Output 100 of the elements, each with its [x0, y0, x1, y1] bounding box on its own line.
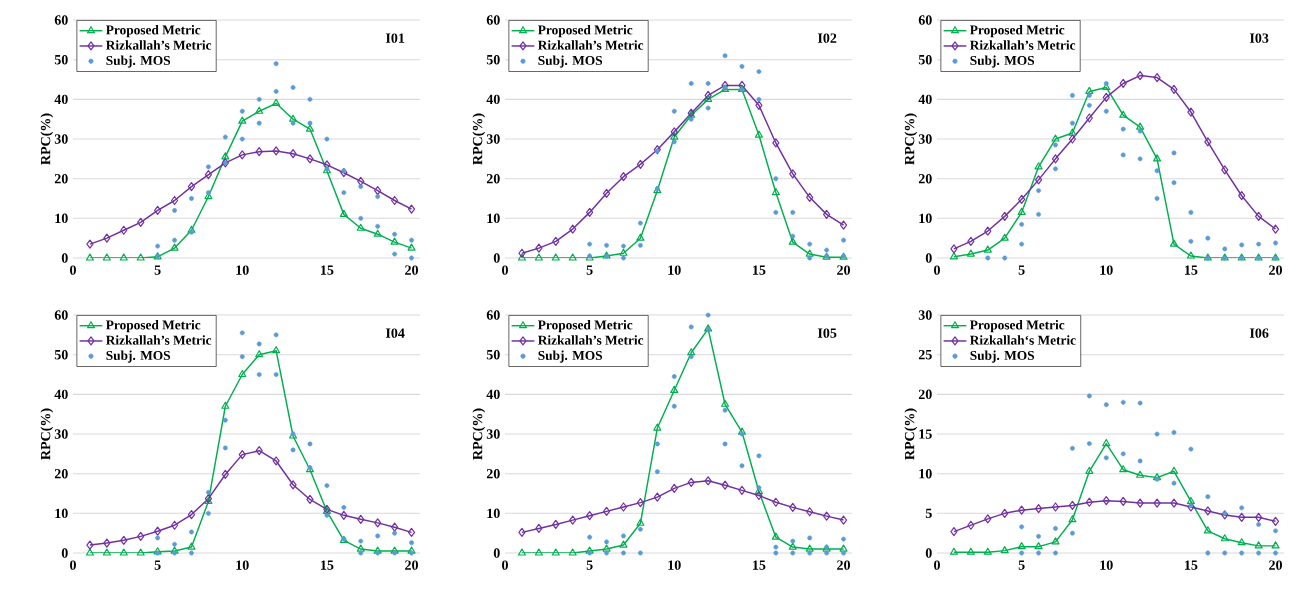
point: [256, 120, 262, 126]
point: [756, 96, 762, 102]
point: [807, 535, 813, 541]
point: [1222, 510, 1228, 516]
point: [170, 243, 179, 251]
point: [256, 341, 262, 347]
point: [788, 237, 797, 245]
y-tick-label: 0: [61, 548, 68, 558]
point: [1051, 134, 1060, 142]
point: [823, 209, 831, 219]
point: [1205, 550, 1211, 556]
point: [705, 105, 711, 111]
point: [1169, 466, 1179, 474]
point: [604, 242, 609, 248]
x-tick-label: 5: [1018, 560, 1025, 570]
point: [1171, 480, 1177, 486]
point: [806, 192, 814, 202]
point: [950, 244, 958, 254]
x-tick-label: 5: [154, 560, 161, 570]
point: [756, 69, 762, 74]
x-tick-label: 0: [502, 560, 508, 570]
point: [374, 185, 382, 196]
point: [222, 445, 228, 451]
text: I06: [1249, 328, 1269, 338]
point: [1222, 550, 1228, 556]
point: [654, 469, 660, 475]
point: [1188, 446, 1194, 452]
point: [517, 548, 526, 556]
legend-label: Rizkallah’s Metric: [106, 335, 212, 345]
point: [256, 96, 262, 102]
point: [172, 550, 177, 556]
point: [1019, 221, 1025, 227]
point: [984, 514, 992, 524]
point: [307, 96, 313, 102]
point: [307, 441, 313, 447]
point: [621, 550, 626, 556]
legend-label: Proposed Metric: [970, 25, 1065, 38]
point: [619, 248, 628, 256]
point: [773, 544, 779, 550]
point: [585, 546, 594, 554]
point: [375, 194, 381, 199]
point: [272, 456, 280, 466]
point: [1220, 534, 1229, 542]
y-tick-label: 0: [61, 253, 68, 263]
point: [1120, 451, 1126, 457]
point: [409, 550, 414, 556]
point: [587, 241, 593, 247]
point: [638, 550, 643, 556]
point: [1170, 84, 1178, 95]
point: [739, 64, 745, 69]
point: [772, 497, 780, 507]
point: [1102, 496, 1110, 506]
y-axis-title: RPC(%): [40, 408, 54, 460]
y-tick-label: 0: [493, 548, 500, 558]
x-tick-label: 15: [753, 560, 766, 570]
point: [950, 526, 958, 537]
point: [1154, 196, 1160, 201]
legend-label: Proposed Metric: [538, 320, 633, 333]
x-tick-label: 5: [586, 560, 593, 570]
point: [1273, 528, 1278, 534]
point: [1086, 102, 1092, 108]
point: [375, 223, 381, 229]
y-tick-label: 30: [918, 310, 932, 320]
point: [1137, 400, 1143, 406]
point: [239, 108, 245, 114]
point: [255, 350, 264, 358]
point: [273, 332, 279, 338]
point: [136, 253, 145, 261]
point: [390, 237, 399, 245]
point: [1137, 156, 1143, 162]
point: [1085, 497, 1093, 507]
point: [1036, 533, 1041, 539]
text: I03: [1249, 33, 1269, 43]
point: [1255, 512, 1263, 522]
y-tick-label: 20: [918, 173, 932, 184]
point: [1103, 81, 1109, 86]
x-tick-label: 15: [321, 265, 334, 275]
point: [187, 225, 196, 233]
point: [1070, 445, 1075, 451]
point: [1034, 175, 1043, 185]
point: [307, 120, 313, 126]
point: [1222, 246, 1228, 252]
point: [1070, 530, 1075, 536]
point: [1255, 211, 1263, 221]
point: [407, 243, 416, 251]
point: [756, 453, 762, 459]
point: [737, 427, 747, 435]
legend-label: Rizkallah’s Metric: [106, 40, 212, 50]
point: [409, 255, 414, 261]
point: [341, 168, 347, 174]
point: [358, 184, 364, 190]
point: [102, 548, 111, 556]
y-tick-label: 5: [925, 508, 932, 518]
point: [1273, 550, 1278, 556]
point: [255, 147, 263, 157]
y-axis-title: RPC(%): [472, 113, 486, 165]
legend-label: Proposed Metric: [106, 25, 201, 38]
point: [290, 447, 296, 453]
point: [586, 511, 594, 521]
point: [1187, 107, 1195, 117]
